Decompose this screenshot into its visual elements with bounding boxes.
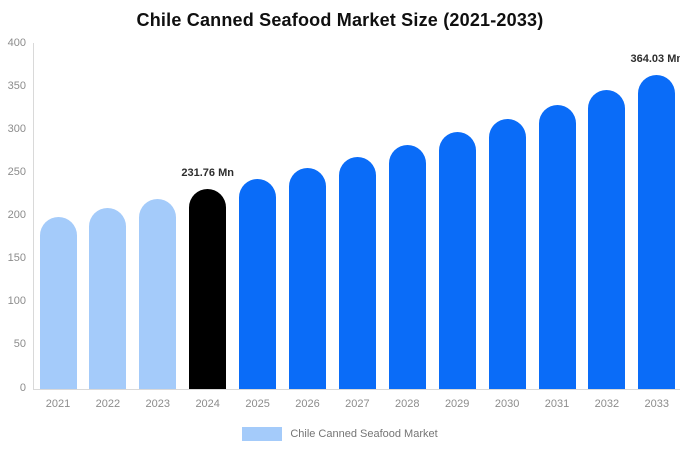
y-axis-tick-label: 400 xyxy=(7,36,26,49)
y-axis-tick-label: 250 xyxy=(7,165,26,178)
x-axis-label-2021: 2021 xyxy=(45,398,71,410)
x-axis-label-2033: 2033 xyxy=(644,398,670,410)
bar-2026[interactable] xyxy=(289,168,326,389)
legend-swatch xyxy=(242,427,283,441)
bar-2025[interactable] xyxy=(239,178,277,389)
bar-2022[interactable] xyxy=(89,208,127,389)
x-axis-label-2029: 2029 xyxy=(444,398,470,410)
x-axis-label-2026: 2026 xyxy=(295,398,320,410)
y-axis-tick-label: 200 xyxy=(7,209,26,221)
bar-2033[interactable] xyxy=(638,75,676,389)
bar-2029[interactable] xyxy=(438,132,476,389)
bar-2028[interactable] xyxy=(388,144,426,389)
x-axis-label-2024: 2024 xyxy=(195,398,220,410)
y-axis-tick-label: 50 xyxy=(13,338,26,351)
x-axis-label-2027: 2027 xyxy=(345,398,370,410)
x-axis-label-2030: 2030 xyxy=(494,398,520,410)
x-axis-line xyxy=(33,389,680,390)
legend[interactable]: Chile Canned Seafood Market xyxy=(0,427,680,441)
bar-2031[interactable] xyxy=(538,104,576,389)
bar-value-label-2033: 364.03 Mn xyxy=(630,53,680,66)
bar-2024[interactable] xyxy=(189,189,227,389)
y-axis-tick-label: 150 xyxy=(7,252,26,265)
y-axis-tick-label: 0 xyxy=(19,381,26,394)
y-axis-tick-label: 300 xyxy=(7,122,26,135)
bar-value-label-2024: 231.76 Mn xyxy=(181,167,234,180)
x-axis-label-2028: 2028 xyxy=(395,398,420,410)
bar-2021[interactable] xyxy=(39,217,77,389)
y-axis-tick-label: 100 xyxy=(7,295,26,308)
x-axis-label-2022: 2022 xyxy=(95,398,121,410)
x-axis-label-2032: 2032 xyxy=(594,398,620,410)
x-axis-label-2031: 2031 xyxy=(544,398,570,410)
x-axis-label-2023: 2023 xyxy=(145,398,171,410)
x-axis-label-2025: 2025 xyxy=(245,398,270,410)
chart-title: Chile Canned Seafood Market Size (2021-2… xyxy=(136,10,544,30)
bar-2032[interactable] xyxy=(588,90,626,389)
bar-2023[interactable] xyxy=(139,198,177,389)
y-axis-line xyxy=(33,43,34,390)
y-axis-tick-label: 350 xyxy=(7,79,26,92)
bar-2027[interactable] xyxy=(338,156,376,389)
legend-label: Chile Canned Seafood Market xyxy=(290,428,438,440)
bar-2030[interactable] xyxy=(488,118,526,389)
